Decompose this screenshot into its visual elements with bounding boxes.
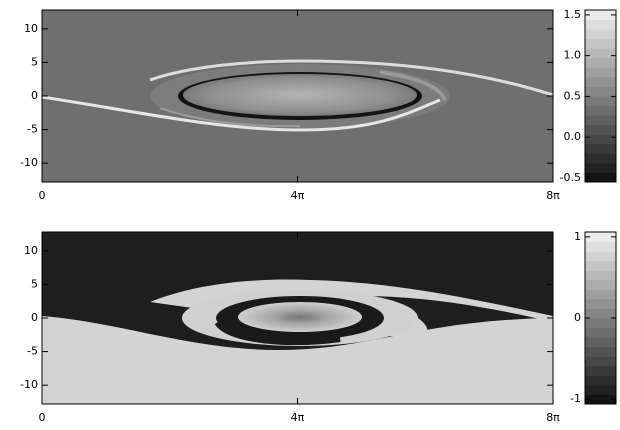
y-tick-label: 0 xyxy=(31,89,38,102)
colorbar-band xyxy=(585,327,616,338)
colorbar-tick-label: 0 xyxy=(574,311,581,324)
colorbar-tick-label: 1 xyxy=(574,230,581,243)
colorbar-band xyxy=(585,162,616,173)
y-tick-label: 5 xyxy=(31,277,38,290)
x-tick-label: 0 xyxy=(39,189,46,202)
y-tick-label: 10 xyxy=(24,244,38,257)
colorbar-band xyxy=(585,375,616,386)
colorbar-band xyxy=(585,143,616,154)
colorbar-band xyxy=(585,105,616,116)
colorbar-band xyxy=(585,86,616,97)
colorbar-tick-label: -0.5 xyxy=(560,171,581,184)
colorbar-band xyxy=(585,356,616,367)
colorbar-band xyxy=(585,67,616,78)
colorbar-band xyxy=(585,241,616,252)
colorbar-band xyxy=(585,279,616,290)
colorbar-band xyxy=(585,318,616,329)
x-tick-label: 8π xyxy=(546,189,560,202)
x-tick-label: 8π xyxy=(546,411,560,424)
y-tick-label: 5 xyxy=(31,55,38,68)
colorbar-band xyxy=(585,172,616,183)
colorbar-band xyxy=(585,289,616,300)
colorbar-band xyxy=(585,337,616,348)
field-bottom xyxy=(42,232,553,404)
colorbar-band xyxy=(585,270,616,281)
colorbar-band xyxy=(585,48,616,59)
colorbar-band xyxy=(585,232,616,243)
y-tick-label: 0 xyxy=(31,311,38,324)
colorbar-band xyxy=(585,394,616,405)
colorbar-band xyxy=(585,134,616,145)
colorbar-band xyxy=(585,76,616,87)
y-tick-label: 10 xyxy=(24,22,38,35)
colorbar-tick-label: 1.0 xyxy=(564,49,582,62)
y-tick-label: -5 xyxy=(27,345,38,358)
colorbar-band xyxy=(585,115,616,126)
colorbar-tick-label: -1 xyxy=(570,392,581,405)
x-tick-label: 4π xyxy=(291,189,305,202)
colorbar-band xyxy=(585,308,616,319)
colorbar-band xyxy=(585,124,616,135)
colorbar-band xyxy=(585,19,616,30)
colorbar-band xyxy=(585,251,616,262)
colorbar-band xyxy=(585,57,616,68)
colorbar-band xyxy=(585,346,616,357)
colorbar-band xyxy=(585,365,616,376)
x-tick-label: 0 xyxy=(39,411,46,424)
colorbar-band xyxy=(585,96,616,107)
field-top xyxy=(42,10,553,182)
colorbar-band xyxy=(585,29,616,40)
y-tick-label: -10 xyxy=(20,378,38,391)
y-tick-label: -5 xyxy=(27,123,38,136)
colorbar-band xyxy=(585,384,616,395)
colorbar-band xyxy=(585,153,616,164)
colorbar-tick-label: 0.5 xyxy=(564,89,582,102)
colorbar-tick-label: 0.0 xyxy=(564,130,582,143)
colorbar-band xyxy=(585,298,616,309)
colorbar-band xyxy=(585,260,616,271)
colorbar-band xyxy=(585,38,616,49)
y-tick-label: -10 xyxy=(20,156,38,169)
colorbar-tick-label: 1.5 xyxy=(564,8,582,21)
x-tick-label: 4π xyxy=(291,411,305,424)
colorbar-band xyxy=(585,10,616,21)
